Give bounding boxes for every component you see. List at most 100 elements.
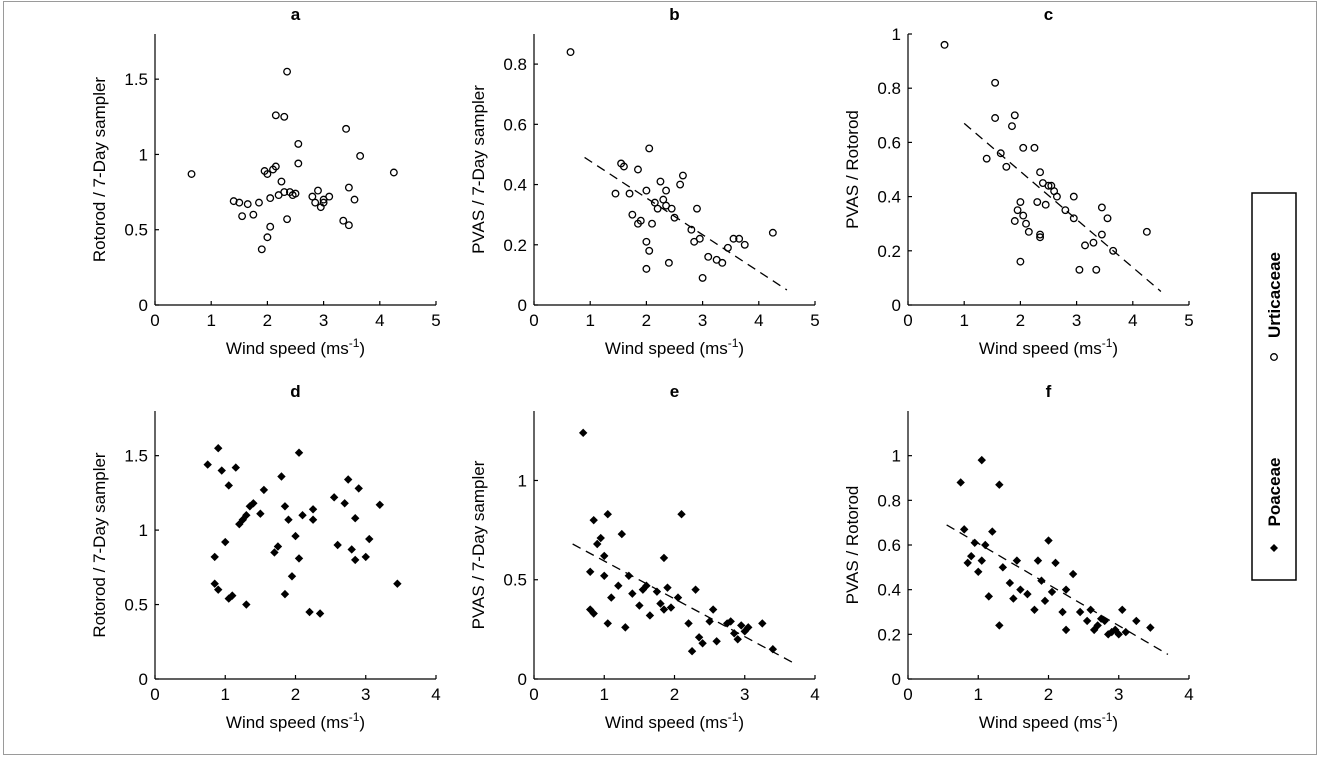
data-point <box>1008 122 1016 131</box>
data-point <box>280 589 290 599</box>
data-point <box>1089 625 1099 635</box>
data-point <box>271 162 280 171</box>
x-axis-label: Wind speed (ms-1) <box>979 710 1118 732</box>
data-point <box>704 252 713 261</box>
data-point <box>982 154 991 163</box>
panel-title: a <box>291 5 301 24</box>
data-point <box>666 603 676 612</box>
data-point <box>621 623 630 632</box>
y-tick-label: 1 <box>892 25 901 44</box>
data-point <box>354 484 363 493</box>
data-point <box>659 553 669 563</box>
data-point <box>1146 623 1155 632</box>
data-point <box>656 599 665 608</box>
data-point <box>1061 625 1071 635</box>
data-point <box>642 264 651 273</box>
data-point <box>698 639 707 648</box>
x-axis-label: Wind speed (ms-1) <box>979 336 1118 358</box>
data-point <box>963 558 972 568</box>
legend: Urticaceae Poaceae <box>1251 192 1297 581</box>
data-point <box>970 538 979 547</box>
data-point <box>238 212 247 221</box>
data-point <box>653 204 662 213</box>
data-point <box>1016 257 1025 266</box>
data-point <box>967 551 976 561</box>
legend-marker-circle <box>1270 353 1278 361</box>
data-point <box>695 234 704 243</box>
data-point <box>266 194 275 203</box>
x-tick-label: 2 <box>670 685 679 704</box>
data-point <box>723 243 732 252</box>
data-point <box>619 162 628 171</box>
x-tick-label: 0 <box>150 311 159 330</box>
data-point <box>259 485 269 495</box>
y-tick-label: 0.4 <box>877 188 901 207</box>
data-point <box>1013 206 1022 215</box>
data-point <box>625 189 634 198</box>
data-point <box>1103 214 1112 223</box>
figure-frame <box>3 1 1317 755</box>
data-point <box>311 198 320 207</box>
data-point <box>343 475 353 484</box>
data-point <box>347 545 356 554</box>
x-tick-label: 1 <box>221 685 230 704</box>
x-tick-label: 5 <box>431 311 440 330</box>
data-point <box>1033 556 1043 565</box>
data-point <box>1096 614 1106 623</box>
data-point <box>1036 233 1045 242</box>
y-tick-label: 0 <box>518 296 527 315</box>
x-tick-label: 3 <box>1114 685 1123 704</box>
data-point <box>263 233 272 242</box>
data-point <box>203 460 212 469</box>
data-point <box>243 200 252 209</box>
data-point <box>940 40 949 49</box>
data-point <box>273 542 283 551</box>
data-point <box>1093 621 1102 630</box>
data-point <box>1005 578 1015 588</box>
data-point <box>319 198 328 207</box>
data-point <box>256 509 265 518</box>
data-point <box>737 621 746 630</box>
x-tick-label: 5 <box>1184 311 1193 330</box>
data-point <box>339 216 348 225</box>
data-point <box>249 499 258 508</box>
data-point <box>280 188 289 197</box>
data-point <box>187 170 196 178</box>
data-point <box>652 587 662 596</box>
data-point <box>1016 198 1025 206</box>
data-point <box>645 246 654 255</box>
data-point <box>670 213 679 222</box>
y-tick-label: 0.5 <box>124 596 148 615</box>
data-point <box>1068 569 1078 579</box>
data-point <box>698 273 707 282</box>
data-point <box>1107 627 1116 637</box>
data-point <box>664 258 673 267</box>
y-axis-label: PVAS / 7-Day sampler <box>469 85 488 254</box>
y-tick-label: 1 <box>892 447 901 466</box>
data-point <box>677 510 686 519</box>
y-axis-label: PVAS / Rotorod <box>843 110 862 229</box>
data-point <box>977 556 986 565</box>
data-point <box>229 197 238 206</box>
data-point <box>1044 536 1053 545</box>
data-point <box>1016 585 1025 594</box>
data-point <box>1097 230 1106 239</box>
data-point <box>642 581 651 590</box>
x-tick-label: 2 <box>642 311 651 330</box>
y-tick-label: 0.8 <box>877 491 901 510</box>
data-point <box>642 186 651 195</box>
legend-marker-diamond <box>1270 544 1278 552</box>
data-point <box>645 144 654 153</box>
x-tick-label: 2 <box>1044 685 1053 704</box>
panel-c: 0 1 2 3 4 5 0 0.2 0.4 0.6 0.8 1 c Wind speed (ms-1) PV… <box>843 5 1194 358</box>
data-point <box>744 623 753 632</box>
data-point <box>628 589 637 598</box>
data-point <box>1040 596 1050 606</box>
data-point <box>1024 227 1033 236</box>
data-point <box>593 539 602 549</box>
panel-e: 0 1 2 3 4 0 0.5 1 e Wind speed (ms-1) PVAS / 7-Day… <box>469 382 820 732</box>
data-point <box>1037 576 1046 585</box>
data-point <box>991 114 1000 122</box>
data-point <box>224 481 233 490</box>
data-point <box>1132 616 1141 626</box>
